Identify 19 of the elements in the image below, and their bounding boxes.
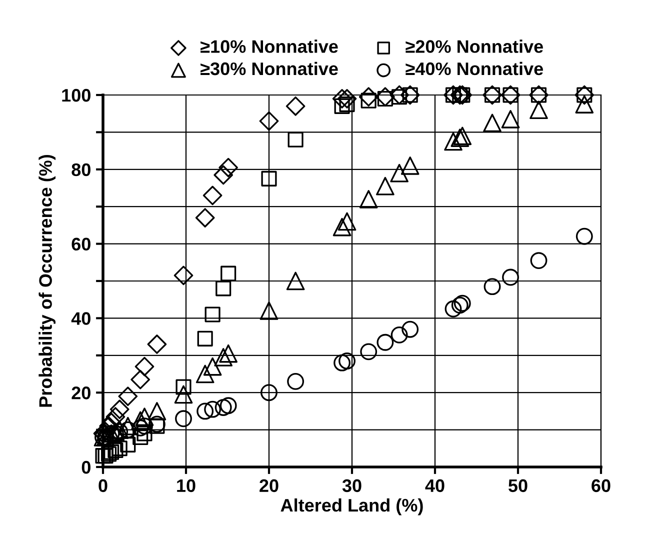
x-tick-label: 10	[177, 479, 196, 492]
x-tick-label: 0	[98, 479, 108, 492]
y-tick-label: 60	[72, 238, 90, 251]
legend-label: ≥20% Nonnative	[406, 40, 543, 53]
y-tick-label: 80	[72, 163, 90, 176]
y-tick-label: 100	[62, 88, 90, 102]
x-tick-label: 40	[425, 479, 444, 492]
x-tick-label: 20	[260, 479, 278, 492]
y-tick-label: 20	[72, 386, 90, 400]
x-tick-label: 30	[342, 479, 362, 492]
legend-label: ≥10% Nonnative	[200, 40, 338, 53]
x-axis-title: Altered Land (%)	[280, 498, 423, 516]
y-axis-title: Probability of Occurrence (%)	[38, 154, 56, 407]
x-tick-label: 60	[592, 479, 610, 492]
legend-label: ≥40% Nonnative	[406, 62, 543, 76]
y-tick-label: 40	[71, 312, 90, 325]
y-tick-label: 0	[82, 460, 90, 474]
x-tick-label: 50	[508, 479, 528, 492]
legend-label: ≥30% Nonnative	[200, 62, 338, 76]
